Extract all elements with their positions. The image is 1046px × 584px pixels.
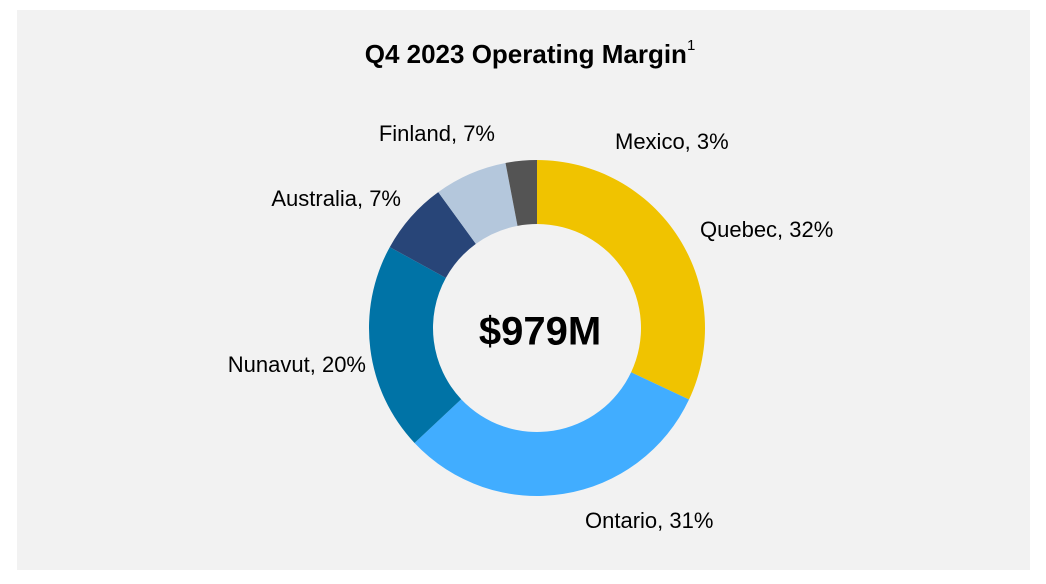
data-label: Nunavut, 20%: [228, 352, 366, 377]
data-label: Australia, 7%: [271, 186, 401, 211]
chart-title: Q4 2023 Operating Margin1: [365, 37, 696, 69]
donut: [369, 160, 705, 496]
donut-slice: [389, 192, 476, 278]
data-label: Finland, 7%: [379, 121, 495, 146]
data-label: Mexico, 3%: [615, 129, 729, 154]
donut-slice: [414, 372, 690, 496]
title-footnote: 1: [687, 37, 695, 54]
title-text: Q4 2023 Operating Margin: [365, 39, 687, 69]
data-label: Ontario, 31%: [585, 508, 713, 533]
donut-slice: [369, 247, 462, 444]
data-label: Quebec, 32%: [700, 217, 833, 242]
donut-slice: [438, 162, 518, 244]
donut-slice: [505, 160, 537, 226]
center-label: $979M: [479, 310, 601, 354]
donut-slice: [537, 160, 705, 400]
